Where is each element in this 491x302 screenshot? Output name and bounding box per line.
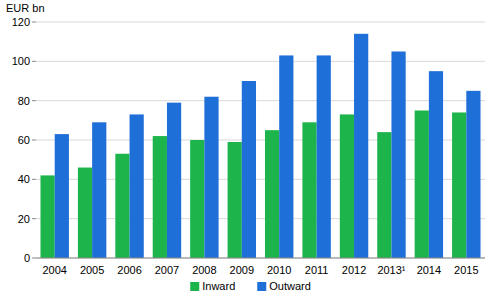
- x-tick-label: 2009: [230, 264, 254, 276]
- legend-label: Outward: [269, 280, 311, 292]
- bar: [228, 142, 242, 258]
- grid-line: [36, 22, 485, 23]
- x-tick-label: 2005: [80, 264, 104, 276]
- bar: [391, 52, 405, 259]
- y-tick-label: 100: [12, 55, 30, 67]
- bar: [302, 122, 316, 258]
- y-tick-label: 0: [24, 252, 30, 264]
- x-tick-label: 2010: [267, 264, 291, 276]
- legend-swatch: [190, 282, 199, 291]
- x-tick-label: 2015: [454, 264, 478, 276]
- bar: [466, 91, 480, 258]
- bar: [204, 97, 218, 258]
- y-tick: [32, 61, 36, 62]
- grid-line: [36, 61, 485, 62]
- x-tick-label: 2006: [117, 264, 141, 276]
- y-tick: [32, 140, 36, 141]
- legend-label: Inward: [202, 280, 235, 292]
- grid-line: [36, 258, 485, 259]
- bar: [265, 130, 279, 258]
- y-tick: [32, 22, 36, 23]
- bar: [55, 134, 69, 258]
- grid-line: [36, 100, 485, 101]
- y-tick: [32, 100, 36, 101]
- y-axis-label: EUR bn: [6, 2, 45, 14]
- x-tick-label: 2004: [42, 264, 66, 276]
- bar: [340, 114, 354, 258]
- bar: [115, 154, 129, 258]
- bar: [452, 112, 466, 258]
- chart: EUR bn 0 20 40 60 80 100 120 2004 2005 2006 2007 200…: [0, 0, 491, 302]
- x-tick-label: 2008: [192, 264, 216, 276]
- x-tick-label: 2014: [417, 264, 441, 276]
- bar: [354, 34, 368, 258]
- y-tick: [32, 179, 36, 180]
- x-tick-label: 2011: [305, 264, 329, 276]
- bar: [317, 55, 331, 258]
- x-tick-label: 2007: [155, 264, 179, 276]
- bars: [40, 34, 480, 258]
- bar: [190, 140, 204, 258]
- bar: [415, 111, 429, 259]
- bar: [429, 71, 443, 258]
- bar: [78, 168, 92, 258]
- x-tick-label: 2012: [342, 264, 366, 276]
- legend: Inward Outward: [190, 280, 311, 292]
- y-tick-label: 120: [12, 16, 30, 28]
- bar: [279, 55, 293, 258]
- bar: [153, 136, 167, 258]
- bar: [167, 103, 181, 258]
- bar: [40, 175, 54, 258]
- bar: [242, 81, 256, 258]
- y-tick: [32, 218, 36, 219]
- x-axis: [36, 258, 485, 259]
- y-tick-label: 40: [18, 173, 30, 185]
- y-tick-label: 20: [18, 213, 30, 225]
- bar: [377, 132, 391, 258]
- bar: [130, 114, 144, 258]
- x-tick-label: 2013¹: [377, 264, 405, 276]
- bar: [92, 122, 106, 258]
- y-tick: [32, 258, 36, 259]
- legend-swatch: [257, 282, 266, 291]
- y-tick-label: 60: [18, 134, 30, 146]
- y-tick-label: 80: [18, 95, 30, 107]
